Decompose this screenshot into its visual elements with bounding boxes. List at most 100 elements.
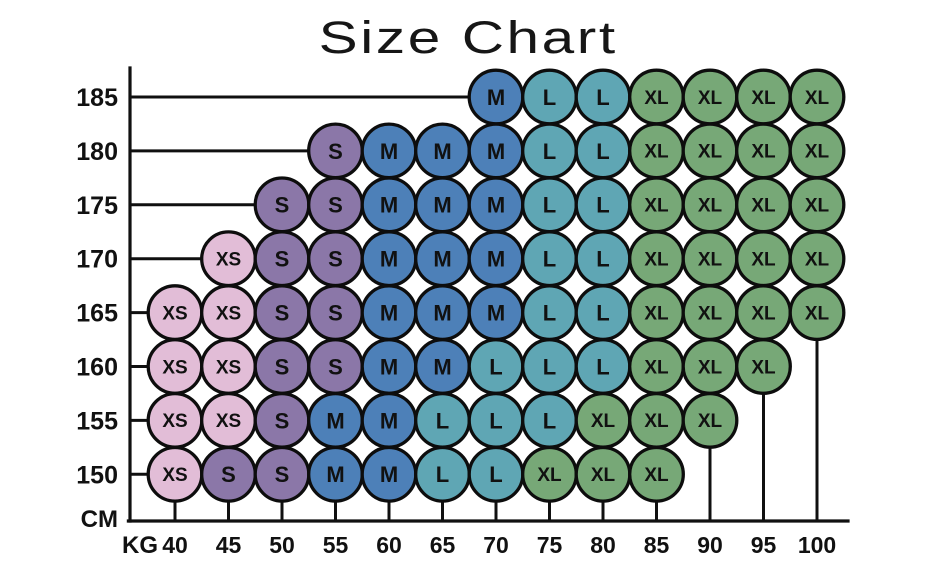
size-bubble-label: XS	[162, 357, 187, 378]
size-bubble-label: XL	[805, 142, 830, 163]
size-bubble-label: XL	[698, 250, 723, 271]
size-bubble-label: L	[489, 462, 502, 487]
size-bubble-label: L	[543, 139, 556, 164]
size-bubble-label: XL	[698, 411, 723, 432]
size-bubble-label: M	[433, 193, 451, 218]
size-bubble-label: M	[326, 462, 344, 487]
size-bubble-label: XL	[698, 142, 723, 163]
size-bubble-label: L	[596, 247, 609, 272]
size-bubble-label: M	[380, 408, 398, 433]
size-bubble-label: M	[487, 301, 505, 326]
size-bubble-label: XL	[644, 303, 669, 324]
size-bubble-label: XL	[805, 250, 830, 271]
x-axis-label: 80	[590, 532, 616, 558]
y-axis-label: 160	[76, 354, 118, 382]
size-bubble-xl	[788, 284, 846, 342]
size-bubble-label: XL	[591, 465, 616, 486]
size-bubble-label: M	[487, 193, 505, 218]
x-axis-label: 70	[483, 532, 509, 558]
size-bubble-label: M	[380, 193, 398, 218]
size-bubble-label: XL	[751, 250, 776, 271]
size-bubble-xl	[735, 338, 792, 395]
size-bubble-label: XL	[644, 411, 669, 432]
size-bubble-xl	[628, 445, 685, 503]
y-axis-label: 185	[76, 84, 118, 112]
size-bubble-label: S	[328, 139, 343, 164]
size-bubble-label: L	[596, 139, 609, 164]
size-bubble-label: M	[380, 301, 398, 326]
size-bubble-label: M	[433, 301, 451, 326]
size-bubble-label: M	[487, 85, 505, 110]
x-axis-label: 60	[376, 532, 402, 558]
y-axis-unit-label: CM	[81, 506, 118, 533]
size-bubble-label: L	[543, 247, 556, 272]
size-bubble-label: L	[543, 301, 556, 326]
size-bubble-label: M	[380, 354, 398, 379]
y-axis-label: 165	[76, 300, 118, 328]
size-bubble-label: S	[275, 462, 290, 487]
size-bubble-label: XL	[805, 196, 830, 217]
size-bubble-label: XL	[698, 88, 723, 109]
size-bubble-label: XS	[216, 303, 241, 324]
size-bubble-label: XL	[644, 196, 669, 217]
size-bubble-label: XL	[644, 465, 669, 486]
size-bubble-label: XL	[751, 196, 776, 217]
y-axis-label: 150	[76, 461, 118, 489]
size-bubble-label: S	[328, 193, 343, 218]
y-axis-label: 170	[76, 246, 118, 274]
size-bubble-label: XS	[216, 411, 241, 432]
size-bubble-label: XS	[216, 357, 241, 378]
size-bubble-label: XS	[162, 411, 187, 432]
size-bubble-label: XS	[216, 250, 241, 271]
size-bubble-label: L	[596, 354, 609, 379]
size-bubble-label: M	[487, 247, 505, 272]
y-axis-label: 155	[76, 407, 118, 435]
size-bubble-label: L	[596, 301, 609, 326]
size-bubble-label: M	[380, 462, 398, 487]
size-bubble-label: L	[596, 85, 609, 110]
x-axis-label: 85	[644, 532, 670, 558]
size-bubble-label: S	[275, 301, 290, 326]
size-bubble-label: XL	[644, 250, 669, 271]
size-bubble-label: L	[436, 462, 449, 487]
size-bubble-label: XL	[698, 357, 723, 378]
x-axis-label: 100	[798, 532, 836, 558]
size-bubble-label: XS	[162, 465, 187, 486]
size-bubble-label: XL	[751, 357, 776, 378]
x-axis-label: 50	[269, 532, 295, 558]
y-axis-label: 175	[76, 192, 118, 220]
size-bubble-label: S	[328, 301, 343, 326]
size-bubble-label: XL	[537, 465, 562, 486]
y-axis-label: 180	[76, 138, 118, 166]
size-bubble-label: XL	[698, 196, 723, 217]
size-bubble-label: XL	[805, 88, 830, 109]
x-axis-label: 75	[537, 532, 563, 558]
size-bubble-label: S	[328, 354, 343, 379]
size-bubble-label: L	[489, 354, 502, 379]
x-axis-label: 90	[697, 532, 723, 558]
x-axis-label: 55	[323, 532, 349, 558]
size-bubble-label: M	[433, 139, 451, 164]
size-bubble-label: M	[380, 247, 398, 272]
size-bubble-label: L	[489, 408, 502, 433]
size-bubble-label: XS	[162, 303, 187, 324]
size-bubble-label: XL	[698, 303, 723, 324]
size-bubble-xl	[681, 391, 739, 449]
size-bubble-label: S	[275, 193, 290, 218]
size-bubble-label: S	[275, 354, 290, 379]
size-bubble-label: XL	[751, 142, 776, 163]
size-bubble-label: L	[543, 408, 556, 433]
size-bubble-label: S	[275, 247, 290, 272]
size-bubble-label: XL	[644, 357, 669, 378]
size-bubble-label: L	[543, 193, 556, 218]
size-bubble-label: M	[326, 408, 344, 433]
size-bubble-label: XL	[644, 142, 669, 163]
x-axis-label: 65	[430, 532, 456, 558]
size-bubble-label: L	[596, 193, 609, 218]
size-bubble-label: M	[487, 139, 505, 164]
x-axis-unit-label: KG	[122, 532, 158, 559]
x-axis-label: 40	[162, 532, 188, 558]
size-bubble-label: XL	[644, 88, 669, 109]
